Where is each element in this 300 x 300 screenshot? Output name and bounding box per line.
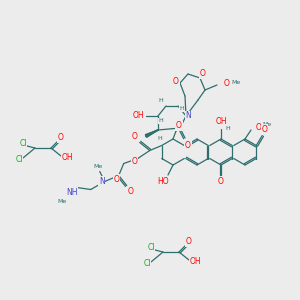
Text: H: H [159, 118, 164, 124]
Text: OH: OH [61, 152, 73, 161]
Text: O: O [128, 187, 134, 196]
Text: O: O [261, 125, 267, 134]
Text: Cl: Cl [147, 244, 155, 253]
Text: H: H [226, 125, 230, 130]
Text: H: H [158, 136, 162, 140]
Text: NH: NH [66, 188, 77, 197]
Text: O: O [186, 238, 192, 247]
Text: Cl: Cl [143, 260, 151, 268]
Text: N: N [185, 112, 191, 121]
Text: O: O [58, 134, 64, 142]
Text: Cl: Cl [15, 155, 23, 164]
Text: N: N [99, 177, 105, 186]
Text: H: H [159, 98, 164, 104]
Text: Me: Me [57, 199, 66, 204]
Text: O: O [200, 70, 206, 79]
Text: OH: OH [189, 256, 201, 266]
Text: O: O [132, 157, 138, 166]
Text: Me: Me [93, 164, 102, 169]
Text: O: O [132, 132, 138, 141]
Text: Cl: Cl [19, 140, 27, 148]
Text: O: O [176, 122, 182, 130]
Text: O: O [256, 122, 262, 131]
Polygon shape [145, 130, 158, 137]
Text: HO: HO [157, 178, 169, 187]
Text: OH: OH [215, 118, 227, 127]
Text: H: H [180, 106, 184, 112]
Text: Me: Me [231, 80, 241, 86]
Text: Me: Me [262, 122, 272, 128]
Text: O: O [173, 76, 179, 85]
Text: O: O [224, 79, 230, 88]
Text: O: O [114, 175, 120, 184]
Text: O: O [185, 140, 191, 149]
Text: O: O [218, 178, 224, 187]
Text: OH: OH [132, 112, 144, 121]
